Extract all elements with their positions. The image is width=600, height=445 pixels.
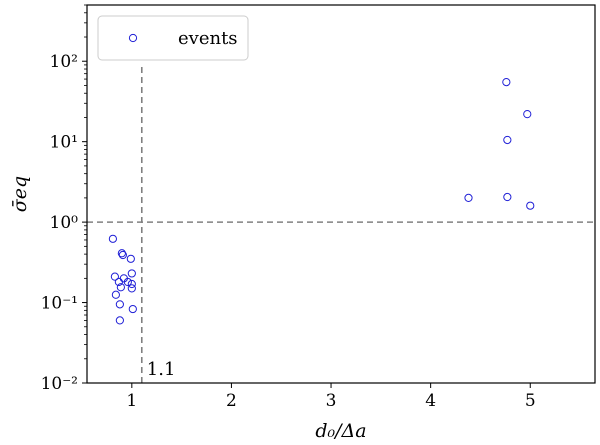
data-point xyxy=(123,277,132,287)
legend-entry-label: events xyxy=(178,28,238,49)
data-points-layer xyxy=(108,78,535,325)
data-point xyxy=(111,290,120,299)
data-point xyxy=(502,78,511,87)
legend: events xyxy=(97,15,249,61)
x-tick-label: 5 xyxy=(525,391,536,411)
data-point xyxy=(127,269,136,278)
data-point xyxy=(523,110,532,119)
y-axis-label: σ̄eq xyxy=(9,176,31,212)
data-point xyxy=(108,234,117,243)
data-point xyxy=(503,135,512,145)
data-point xyxy=(503,192,512,202)
data-point xyxy=(118,250,127,260)
legend-marker xyxy=(128,33,138,43)
x-tick-label: 4 xyxy=(425,391,436,411)
data-point xyxy=(464,193,473,202)
x-tick-label: 2 xyxy=(226,391,237,411)
data-point xyxy=(126,254,135,263)
data-point xyxy=(127,279,136,289)
y-tick-label: 10⁻¹ xyxy=(41,294,78,314)
x-tick-label: 3 xyxy=(326,391,337,411)
data-point xyxy=(526,201,535,210)
ticks-layer: 1 2 3 4 5 10⁻² 10⁻¹ 10⁰ 10¹ 10² xyxy=(41,4,536,411)
y-tick-label: 10⁻² xyxy=(41,374,78,394)
data-point xyxy=(127,284,136,293)
data-point xyxy=(115,316,124,325)
y-tick-label: 10⁰ xyxy=(50,213,79,233)
data-point xyxy=(117,249,126,258)
vertical-line-label: 1.1 xyxy=(147,359,176,380)
x-axis-label: d₀/Δa xyxy=(315,420,366,442)
data-point xyxy=(128,304,137,314)
y-tick-label: 10² xyxy=(50,52,78,72)
plot-frame xyxy=(86,4,596,384)
data-point xyxy=(116,283,125,292)
y-tick-label: 10¹ xyxy=(50,133,78,153)
data-point xyxy=(115,300,124,309)
reference-lines-layer xyxy=(87,67,595,383)
x-tick-label: 1 xyxy=(126,391,137,411)
data-point xyxy=(110,272,119,281)
legend-box xyxy=(97,15,249,61)
